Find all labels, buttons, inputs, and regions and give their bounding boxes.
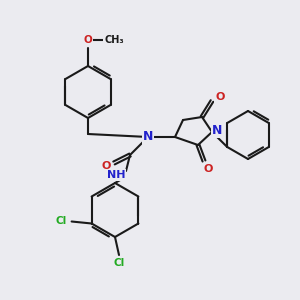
Text: CH₃: CH₃ [104, 35, 124, 45]
Text: O: O [203, 164, 213, 174]
Text: O: O [215, 92, 225, 102]
Text: Cl: Cl [56, 217, 67, 226]
Text: O: O [101, 161, 111, 171]
Text: Cl: Cl [113, 258, 124, 268]
Text: N: N [143, 130, 153, 143]
Text: NH: NH [107, 170, 125, 180]
Text: O: O [84, 35, 92, 45]
Text: N: N [212, 124, 222, 136]
